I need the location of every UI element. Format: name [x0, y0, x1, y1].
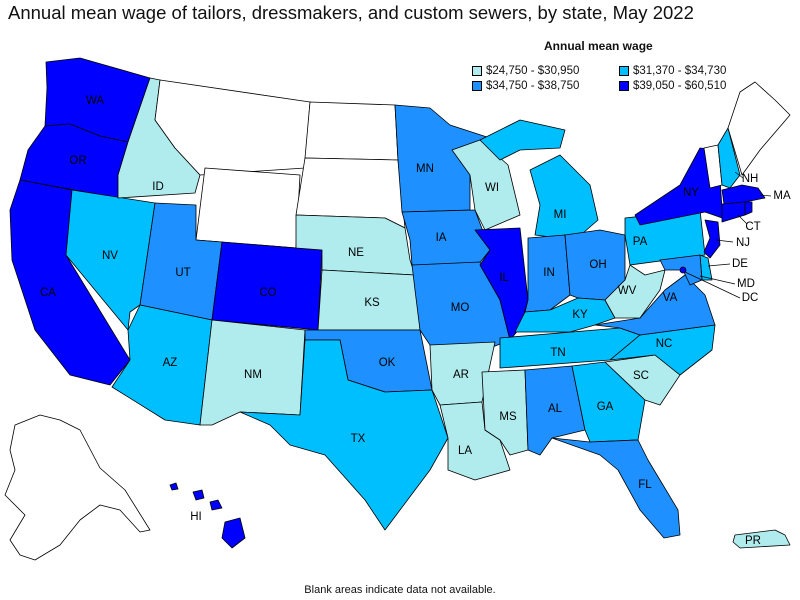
state-MA[interactable] [721, 184, 766, 205]
footnote: Blank areas indicate data not available. [304, 584, 496, 596]
label-CT: CT [745, 221, 760, 233]
legend-title: Annual mean wage [544, 39, 653, 53]
label-AL: AL [548, 403, 563, 415]
label-TX: TX [351, 433, 366, 445]
legend-swatch [472, 66, 482, 76]
label-PA: PA [633, 236, 648, 248]
leader-NJ [715, 239, 734, 243]
legend-range-label: $24,750 - $30,950 [486, 65, 580, 77]
label-FL: FL [638, 479, 652, 491]
label-NH: NH [742, 173, 759, 185]
legend-swatch [472, 81, 482, 91]
legend-item-tier2: $31,370 - $34,730 [619, 65, 726, 77]
state-RI[interactable] [744, 201, 753, 216]
label-CO: CO [259, 287, 276, 299]
label-NM: NM [244, 369, 262, 381]
state-MI[interactable] [529, 154, 599, 241]
label-IN: IN [543, 267, 555, 279]
label-TN: TN [550, 347, 565, 359]
label-WV: WV [618, 285, 637, 297]
state-HI[interactable] [169, 482, 246, 549]
label-KS: KS [364, 297, 380, 309]
label-NC: NC [656, 338, 673, 350]
label-WI: WI [485, 182, 499, 194]
label-OH: OH [589, 259, 606, 271]
legend-item-tier1: $24,750 - $30,950 [472, 65, 579, 77]
label-MN: MN [416, 163, 434, 175]
legend-item-tier4: $39,050 - $60,510 [619, 80, 726, 92]
label-MO: MO [451, 302, 470, 314]
label-OR: OR [69, 155, 86, 167]
leader-DE [707, 263, 731, 267]
label-MA: MA [773, 190, 791, 202]
legend-item-tier3: $34,750 - $38,750 [472, 80, 579, 92]
label-IL: IL [499, 272, 509, 284]
state-PR[interactable] [732, 529, 791, 549]
state-VA[interactable] [594, 274, 716, 336]
label-KY: KY [572, 309, 588, 321]
label-NV: NV [102, 250, 118, 262]
legend-range-label: $34,750 - $38,750 [486, 80, 580, 92]
state-CO[interactable] [211, 241, 323, 331]
label-NY: NY [683, 187, 699, 199]
state-WY[interactable] [195, 167, 301, 249]
legend-swatch [619, 66, 629, 76]
label-GA: GA [597, 401, 614, 413]
label-OK: OK [379, 357, 396, 369]
state-LA[interactable] [439, 401, 511, 481]
label-AZ: AZ [163, 357, 178, 369]
label-NE: NE [348, 247, 364, 259]
state-ND[interactable] [304, 101, 399, 161]
state-ME[interactable] [727, 81, 791, 176]
state-FL[interactable] [551, 437, 681, 539]
map-title: Annual mean wage of tailors, dressmakers… [8, 2, 694, 23]
label-IA: IA [436, 232, 447, 244]
state-TX[interactable] [239, 339, 449, 531]
state-MI-upper[interactable] [479, 119, 566, 161]
state-DC[interactable] [679, 266, 687, 274]
leader-MA [759, 194, 772, 197]
leader-MD [699, 275, 736, 285]
label-SC: SC [633, 370, 649, 382]
label-MI: MI [554, 209, 567, 221]
leader-DC [684, 271, 741, 299]
label-DE: DE [732, 258, 748, 270]
state-NH[interactable] [717, 127, 741, 189]
label-PR: PR [745, 535, 761, 547]
state-NJ[interactable] [703, 219, 721, 259]
label-VA: VA [663, 292, 678, 304]
leader-CT [737, 214, 748, 225]
legend-range-label: $31,370 - $34,730 [633, 65, 727, 77]
label-CA: CA [40, 287, 56, 299]
label-HI: HI [190, 511, 202, 523]
label-AR: AR [453, 369, 469, 381]
leader-NH [734, 171, 744, 179]
label-DC: DC [742, 292, 759, 304]
legend-swatch [619, 81, 629, 91]
label-ID: ID [152, 181, 164, 193]
legend-range-label: $39,050 - $60,510 [633, 80, 727, 92]
label-MD: MD [737, 278, 755, 290]
label-NJ: NJ [736, 237, 750, 249]
label-LA: LA [458, 445, 472, 457]
label-WA: WA [86, 95, 104, 107]
label-UT: UT [175, 267, 190, 279]
state-AK[interactable] [4, 414, 151, 561]
label-MS: MS [499, 411, 517, 423]
